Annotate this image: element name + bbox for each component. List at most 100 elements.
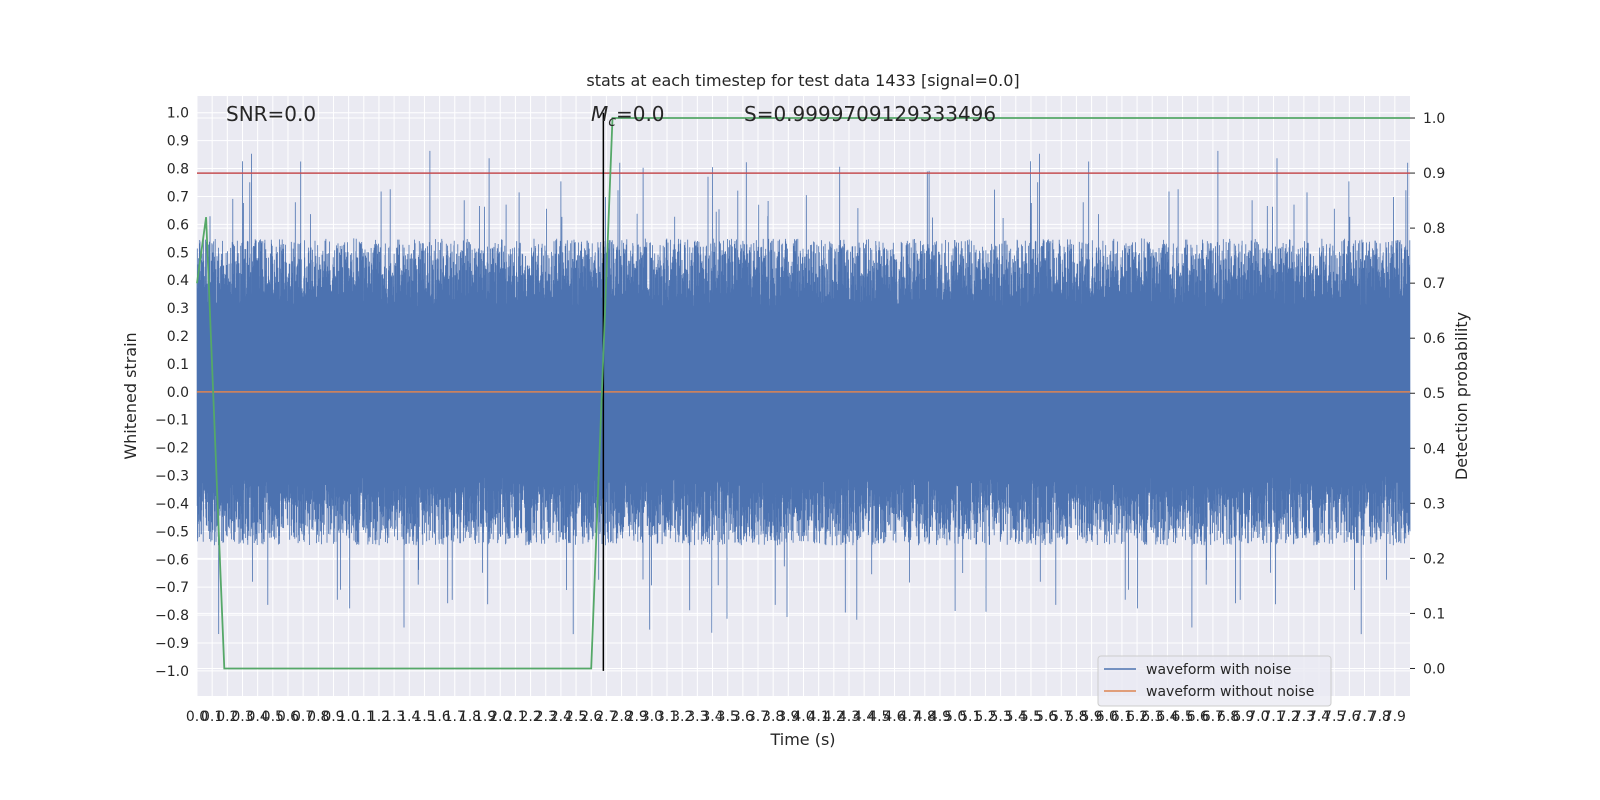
y-tick-label-left: −0.7 — [155, 580, 189, 596]
x-tick-label: 5.6 — [1035, 709, 1057, 725]
y-tick-label-left: 0.5 — [167, 245, 189, 261]
x-tick-label: 0.9 — [322, 709, 344, 725]
x-tick-label: 3.8 — [762, 709, 784, 725]
x-tick-label: 1.8 — [459, 709, 481, 725]
x-tick-label: 0.3 — [231, 709, 253, 725]
x-tick-label: 7.5 — [1323, 709, 1345, 725]
x-tick-label: 1.1 — [353, 709, 375, 725]
x-tick-label: 5.5 — [1020, 709, 1042, 725]
y-axis-label-left: Whitened strain — [121, 332, 140, 459]
x-tick-label: 4.8 — [914, 709, 936, 725]
y-tick-label-right: 0.7 — [1423, 276, 1445, 292]
x-tick-label: 2.1 — [504, 709, 526, 725]
x-tick-label: 5.4 — [1005, 709, 1027, 725]
overlays — [196, 112, 1410, 671]
x-tick-label: 0.0 — [186, 709, 208, 725]
x-tick-label: 0.5 — [262, 709, 284, 725]
x-tick-label: 1.0 — [337, 709, 359, 725]
mc-symbol: M — [591, 102, 608, 126]
x-tick-label: 1.7 — [444, 709, 466, 725]
y-tick-label-left: 0.3 — [167, 301, 189, 317]
x-tick-label: 3.5 — [717, 709, 739, 725]
x-tick-label: 2.2 — [519, 709, 541, 725]
y-tick-label-left: 0.4 — [167, 273, 189, 289]
x-tick-label: 2.7 — [595, 709, 617, 725]
x-tick-label: 6.3 — [1141, 709, 1163, 725]
y-tick-label-right: 0.4 — [1423, 441, 1445, 457]
x-tick-label: 3.2 — [671, 709, 693, 725]
x-tick-label: 6.7 — [1202, 709, 1224, 725]
legend-label-noise: waveform with noise — [1146, 662, 1291, 678]
x-tick-label: 7.8 — [1369, 709, 1391, 725]
y-tick-label-left: −0.4 — [155, 496, 189, 512]
s-annotation: S=0.9999709129333496 — [744, 102, 996, 126]
legend: waveform with noise waveform without noi… — [1097, 655, 1332, 707]
x-axis-label: Time (s) — [769, 730, 835, 749]
x-tick-label: 1.3 — [383, 709, 405, 725]
x-tick-label: 3.4 — [701, 709, 723, 725]
x-tick-label: 3.1 — [656, 709, 678, 725]
x-tick-label: 4.7 — [899, 709, 921, 725]
x-tick-label: 0.1 — [201, 709, 223, 725]
y-tick-label-right: 0.8 — [1423, 221, 1445, 237]
right-axis-ticks: 0.0 0.1 0.2 0.3 0.4 0.5 0.6 0.7 0.8 0.9 1.0 — [1410, 111, 1445, 677]
x-tick-label: 3.7 — [747, 709, 769, 725]
y-tick-label-right: 0.1 — [1423, 606, 1445, 622]
mc-annotation: Mc=0.0 — [591, 102, 665, 130]
x-tick-label: 5.7 — [1050, 709, 1072, 725]
x-tick-label: 6.6 — [1187, 709, 1209, 725]
y-tick-label-left: −0.8 — [155, 608, 189, 624]
x-tick-label: 7.6 — [1338, 709, 1360, 725]
y-tick-label-left: −0.5 — [155, 524, 189, 540]
y-tick-label-left: −0.3 — [155, 469, 189, 485]
x-tick-label: 2.5 — [565, 709, 587, 725]
x-tick-label: 0.8 — [307, 709, 329, 725]
y-tick-label-left: 0.1 — [167, 357, 189, 373]
y-tick-label-left: −0.2 — [155, 441, 189, 457]
x-tick-label: 0.6 — [277, 709, 299, 725]
y-tick-label-right: 0.2 — [1423, 551, 1445, 567]
y-tick-label-right: 0.3 — [1423, 496, 1445, 512]
x-tick-label: 2.3 — [535, 709, 557, 725]
chart-title: stats at each timestep for test data 143… — [586, 71, 1019, 90]
x-tick-label: 2.4 — [550, 709, 572, 725]
y-axis-label-right: Detection probability — [1452, 312, 1471, 480]
legend-box — [1097, 655, 1332, 707]
left-axis-ticks: −1.0 −0.9 −0.8 −0.7 −0.6 −0.5 −0.4 −0.3 −0.2 −0.1… — [155, 106, 189, 680]
x-tick-label: 6.1 — [1111, 709, 1133, 725]
y-tick-label-left: −0.6 — [155, 552, 189, 568]
x-tick-label: 4.4 — [853, 709, 875, 725]
x-tick-label: 5.2 — [974, 709, 996, 725]
x-tick-label: 4.6 — [883, 709, 905, 725]
x-tick-label: 2.8 — [610, 709, 632, 725]
x-tick-label: 5.9 — [1080, 709, 1102, 725]
y-tick-label-left: 0.2 — [167, 329, 189, 345]
x-tick-label: 4.1 — [808, 709, 830, 725]
x-tick-label: 4.9 — [929, 709, 951, 725]
x-tick-label: 0.2 — [216, 709, 238, 725]
x-tick-label: 7.7 — [1353, 709, 1375, 725]
x-tick-label: 1.6 — [428, 709, 450, 725]
x-tick-label: 6.4 — [1156, 709, 1178, 725]
detection-probability-line — [196, 117, 1410, 670]
y-tick-label-right: 0.0 — [1423, 661, 1445, 677]
y-tick-label-left: −0.9 — [155, 636, 189, 652]
x-tick-label: 7.4 — [1308, 709, 1330, 725]
y-tick-label-left: 0.7 — [167, 189, 189, 205]
x-tick-label: 2.0 — [489, 709, 511, 725]
x-tick-label: 6.2 — [1126, 709, 1148, 725]
y-tick-label-right: 1.0 — [1423, 111, 1445, 127]
x-tick-label: 4.3 — [838, 709, 860, 725]
y-tick-label-right: 0.6 — [1423, 331, 1445, 347]
x-tick-label: 7.0 — [1247, 709, 1269, 725]
snr-annotation: SNR=0.0 — [226, 102, 316, 126]
y-tick-label-left: 0.6 — [167, 217, 189, 233]
noise-waveform-line — [196, 150, 1411, 635]
mc-value: =0.0 — [616, 102, 665, 126]
x-tick-label: 2.9 — [626, 709, 648, 725]
x-tick-label: 1.2 — [368, 709, 390, 725]
x-tick-label: 7.2 — [1278, 709, 1300, 725]
x-tick-label: 6.8 — [1217, 709, 1239, 725]
mc-subscript: c — [608, 114, 616, 130]
legend-label-clean: waveform without noise — [1146, 684, 1314, 700]
